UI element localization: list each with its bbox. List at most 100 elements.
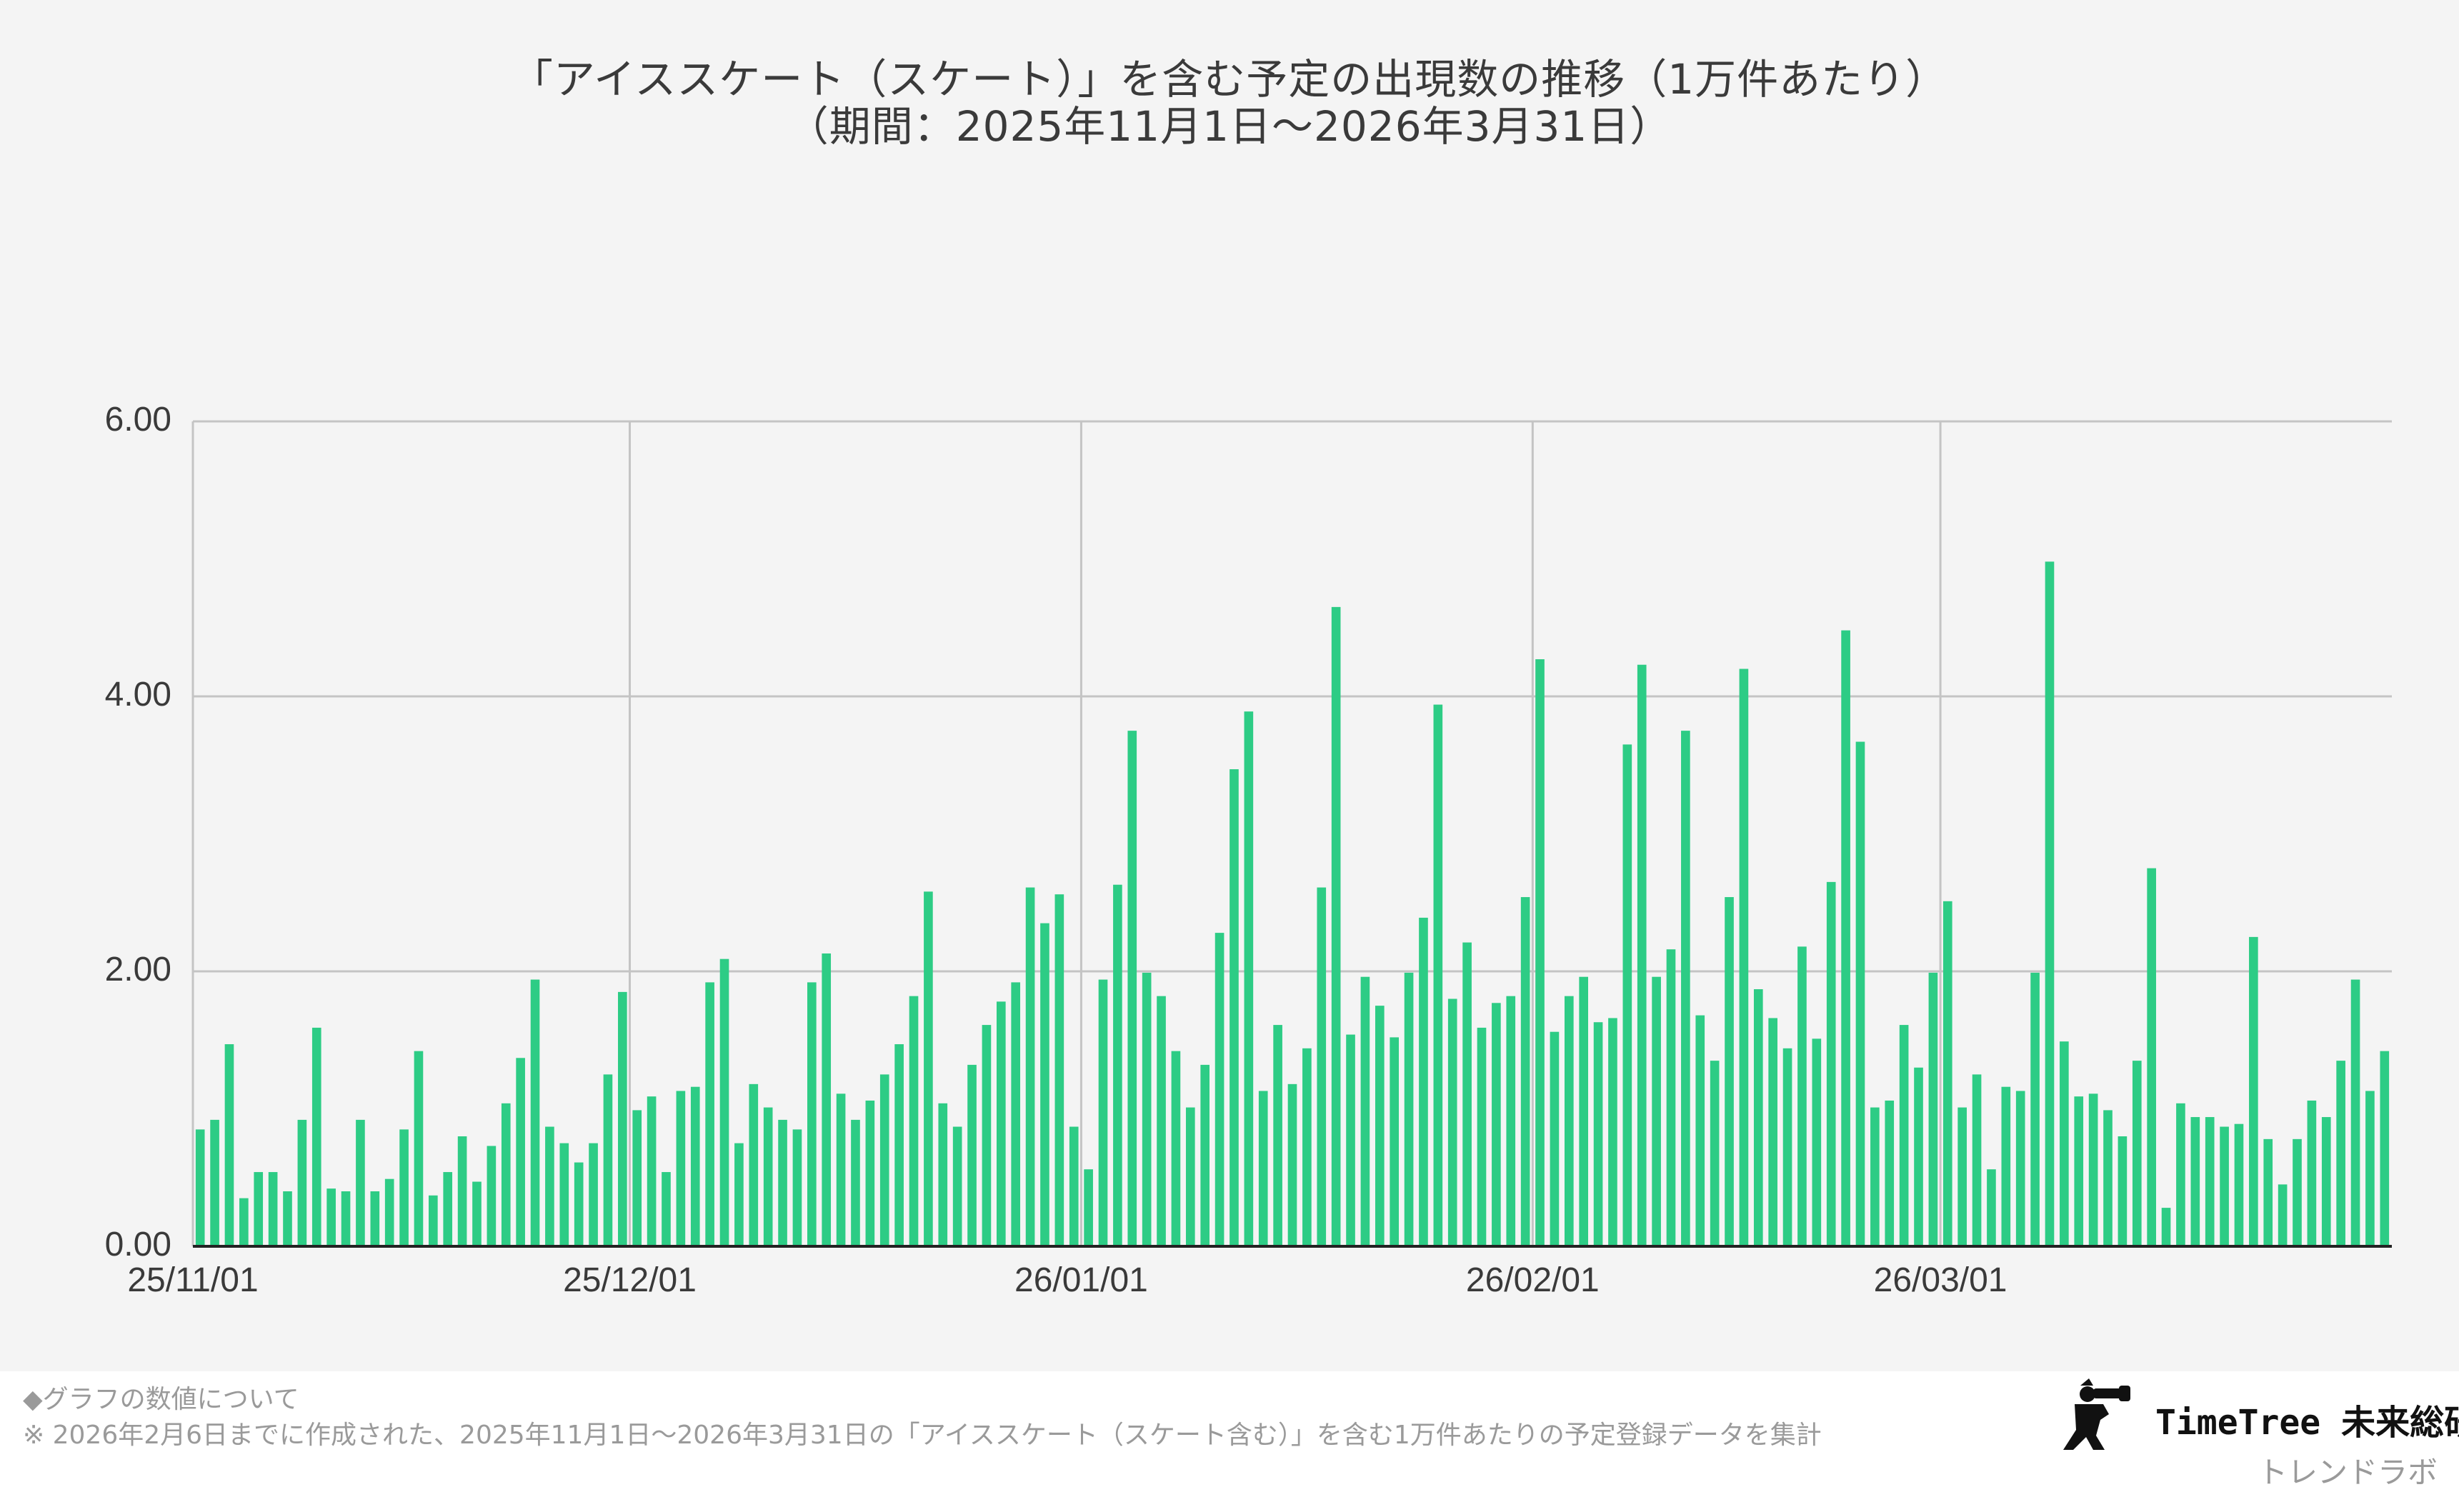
bar bbox=[1797, 946, 1807, 1246]
bar bbox=[1142, 972, 1152, 1246]
bar bbox=[1317, 887, 1327, 1246]
bar bbox=[210, 1119, 219, 1246]
footer-note-body: ※ 2026年2月6日までに作成された、2025年11月1日〜2026年3月31… bbox=[23, 1421, 1822, 1450]
x-tick-label: 25/11/01 bbox=[127, 1261, 259, 1299]
bar bbox=[2001, 1086, 2011, 1246]
bar bbox=[1899, 1025, 1909, 1246]
bar bbox=[1157, 996, 1166, 1246]
bar bbox=[1084, 1169, 1093, 1246]
bar bbox=[909, 996, 919, 1246]
x-tick-label: 26/01/01 bbox=[1014, 1261, 1148, 1299]
bar bbox=[1492, 1003, 1501, 1246]
bar bbox=[749, 1083, 759, 1246]
bar bbox=[1273, 1025, 1282, 1246]
bar bbox=[2045, 561, 2055, 1246]
bar bbox=[239, 1198, 249, 1246]
bar bbox=[224, 1044, 234, 1246]
bar bbox=[1593, 1022, 1603, 1246]
bar bbox=[2030, 972, 2040, 1246]
bar bbox=[1652, 976, 1661, 1246]
binoculars-person-icon bbox=[2063, 1378, 2130, 1450]
bar bbox=[1506, 996, 1516, 1246]
bar bbox=[1113, 884, 1122, 1246]
bar-chart bbox=[191, 420, 2392, 1248]
bar bbox=[1331, 606, 1341, 1246]
bar bbox=[603, 1074, 613, 1246]
bar bbox=[1725, 897, 1734, 1246]
bar bbox=[559, 1143, 569, 1246]
bar bbox=[1782, 1048, 1792, 1246]
bar bbox=[1885, 1100, 1895, 1246]
bar bbox=[1258, 1091, 1268, 1246]
bar bbox=[1040, 923, 1049, 1246]
footer-note: ◆グラフの数値について ※ 2026年2月6日までに作成された、2025年11月… bbox=[23, 1382, 1952, 1453]
bar bbox=[1710, 1061, 1720, 1246]
chart-title: 「アイススケート（スケート）」を含む予定の出現数の推移（1万件あたり） bbox=[511, 55, 1948, 104]
bar bbox=[618, 991, 627, 1246]
bar bbox=[501, 1103, 511, 1246]
bar bbox=[1681, 731, 1690, 1246]
bar bbox=[589, 1143, 598, 1246]
bar bbox=[2015, 1091, 2025, 1246]
bar bbox=[1287, 1083, 1297, 1246]
bar bbox=[938, 1103, 948, 1246]
bar bbox=[2220, 1126, 2229, 1246]
bar bbox=[1419, 917, 1428, 1246]
bar bbox=[924, 891, 933, 1246]
bar bbox=[2176, 1103, 2185, 1246]
bar bbox=[384, 1178, 394, 1246]
bar bbox=[1695, 1015, 1705, 1246]
bar bbox=[2132, 1061, 2142, 1246]
bar bbox=[472, 1181, 482, 1246]
bar bbox=[792, 1129, 802, 1246]
bar bbox=[1069, 1126, 1079, 1246]
bar bbox=[1185, 1107, 1195, 1246]
chart-panel: 「アイススケート（スケート）」を含む予定の出現数の推移（1万件あたり） （期間：… bbox=[0, 0, 2459, 1371]
bar bbox=[2118, 1136, 2128, 1246]
y-tick-label: 2.00 bbox=[104, 951, 171, 988]
bar bbox=[822, 953, 832, 1246]
bar bbox=[1025, 887, 1035, 1246]
bar bbox=[2060, 1041, 2069, 1246]
bar bbox=[1637, 664, 1647, 1246]
bar bbox=[414, 1051, 424, 1246]
bar bbox=[2263, 1138, 2273, 1246]
bar bbox=[1127, 731, 1137, 1246]
bar bbox=[1826, 881, 1836, 1246]
chart-title-block: 「アイススケート（スケート）」を含む予定の出現数の推移（1万件あたり） （期間：… bbox=[0, 56, 2459, 150]
bar bbox=[1987, 1169, 1996, 1246]
bar bbox=[1914, 1067, 1923, 1246]
bar bbox=[1011, 982, 1021, 1246]
bar bbox=[1739, 669, 1749, 1246]
bar bbox=[2234, 1123, 2244, 1246]
bar bbox=[647, 1096, 657, 1246]
bar bbox=[1753, 989, 1763, 1246]
bar bbox=[996, 1001, 1006, 1246]
bar bbox=[1579, 976, 1589, 1246]
bar bbox=[2103, 1110, 2113, 1246]
bar bbox=[1870, 1107, 1880, 1246]
bar bbox=[1447, 998, 1457, 1246]
bar bbox=[429, 1195, 438, 1246]
bar bbox=[1841, 630, 1850, 1246]
bar bbox=[530, 979, 540, 1246]
bar bbox=[1346, 1034, 1355, 1246]
bar bbox=[851, 1119, 860, 1246]
bar bbox=[2074, 1096, 2084, 1246]
bar bbox=[457, 1136, 467, 1246]
brand-sub: トレンドラボ bbox=[2257, 1455, 2438, 1490]
bar bbox=[1812, 1038, 1822, 1246]
bar bbox=[1520, 897, 1530, 1246]
bar bbox=[2293, 1138, 2302, 1246]
bar bbox=[1375, 1006, 1385, 1246]
bar bbox=[705, 982, 714, 1246]
bar bbox=[1477, 1027, 1487, 1246]
bar bbox=[2161, 1208, 2171, 1246]
bar bbox=[254, 1172, 264, 1246]
bar bbox=[2205, 1117, 2215, 1246]
bar bbox=[2336, 1061, 2345, 1246]
bar bbox=[1302, 1048, 1312, 1246]
bar bbox=[487, 1146, 497, 1246]
bar bbox=[2249, 936, 2258, 1246]
bar bbox=[370, 1191, 380, 1246]
